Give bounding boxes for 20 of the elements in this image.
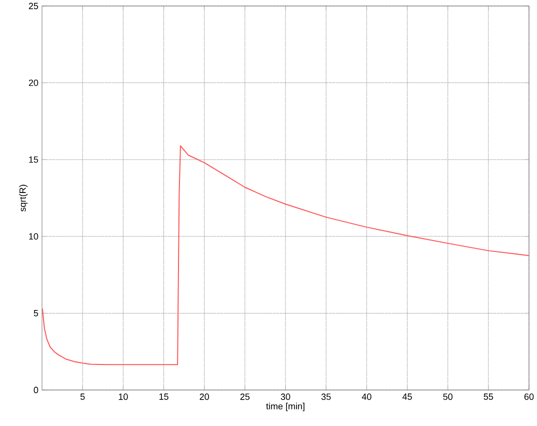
- x-tick-label: 15: [159, 394, 168, 400]
- y-axis-title: sqrt(R): [19, 184, 28, 212]
- y-tick-label: 10: [29, 233, 38, 240]
- y-tick-label: 25: [28, 2, 38, 10]
- x-tick-label: 55: [484, 394, 494, 400]
- y-tick-label: 0: [34, 386, 38, 394]
- x-tick-label: 45: [402, 394, 412, 400]
- y-tick-label: 20: [28, 80, 38, 86]
- x-tick-label: 10: [118, 394, 128, 400]
- x-tick-label: 20: [200, 394, 209, 400]
- x-tick-label: 5: [80, 394, 85, 400]
- x-tick-label: 25: [240, 394, 250, 400]
- y-tick-label: 5: [34, 310, 38, 316]
- x-tick-label: 40: [362, 394, 372, 400]
- x-tick-label: 60: [524, 394, 534, 400]
- x-axis-title: time [min]: [266, 402, 304, 412]
- x-tick-label: 30: [280, 394, 290, 400]
- x-tick-label: 50: [443, 394, 452, 400]
- x-tick-label: 35: [321, 394, 331, 400]
- y-tick-label: 15: [29, 156, 38, 163]
